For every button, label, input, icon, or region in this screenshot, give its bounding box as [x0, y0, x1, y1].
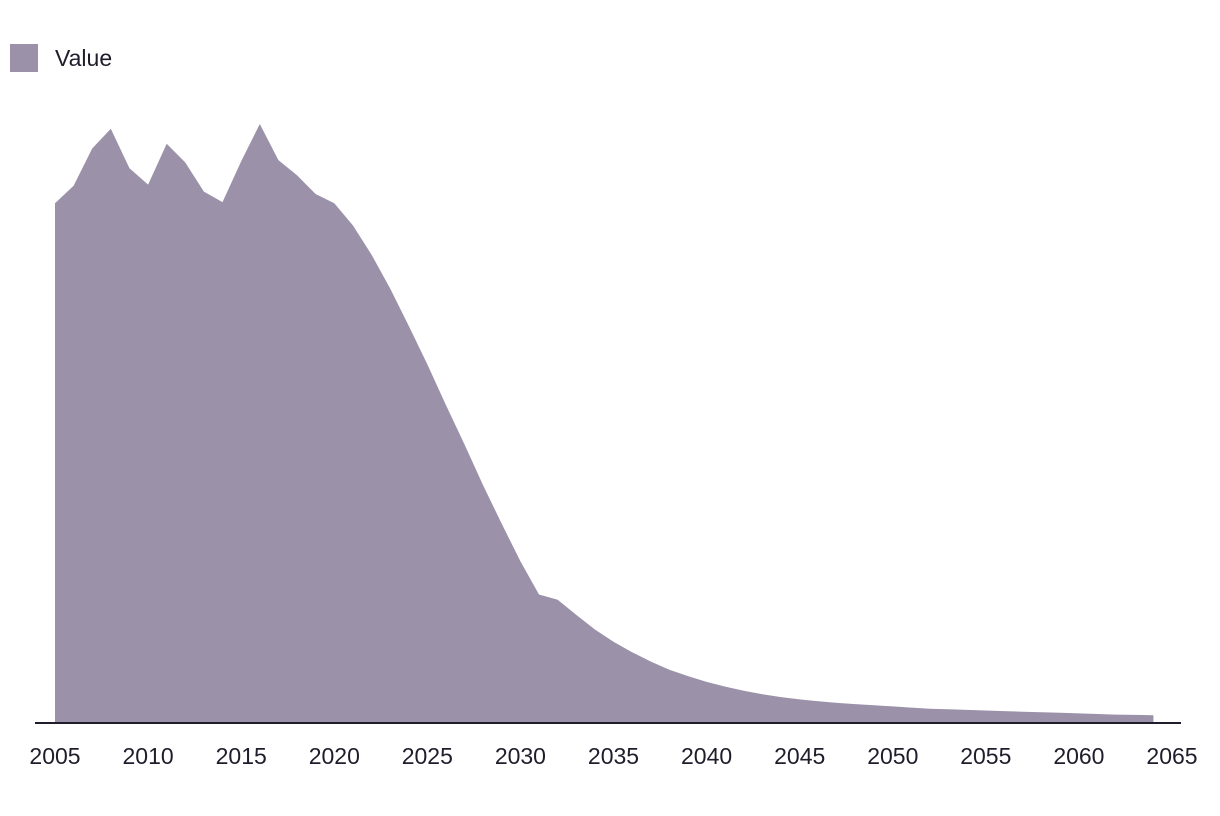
x-tick-label: 2040	[681, 743, 732, 769]
x-axis-ticks: 2005 2010 2015 2020 2025 2030 2035 2040 2045 2050…	[29, 743, 1197, 769]
legend-label: Value	[55, 44, 113, 71]
x-tick-label: 2035	[588, 743, 639, 769]
legend-swatch	[10, 44, 38, 72]
x-tick-label: 2025	[402, 743, 453, 769]
x-tick-label: 2065	[1146, 743, 1197, 769]
x-tick-label: 2015	[216, 743, 267, 769]
area-layer	[55, 124, 1154, 723]
x-tick-label: 2055	[960, 743, 1011, 769]
watermark: GlobalData	[489, 383, 732, 435]
x-tick-label: 2010	[123, 743, 174, 769]
x-tick-label: 2020	[309, 743, 360, 769]
x-tick-label: 2005	[29, 743, 80, 769]
area-series-value	[55, 124, 1154, 723]
x-tick-label: 2045	[774, 743, 825, 769]
x-tick-label: 2060	[1053, 743, 1104, 769]
x-tick-label: 2030	[495, 743, 546, 769]
x-tick-label: 2050	[867, 743, 918, 769]
legend: Value	[10, 44, 112, 72]
